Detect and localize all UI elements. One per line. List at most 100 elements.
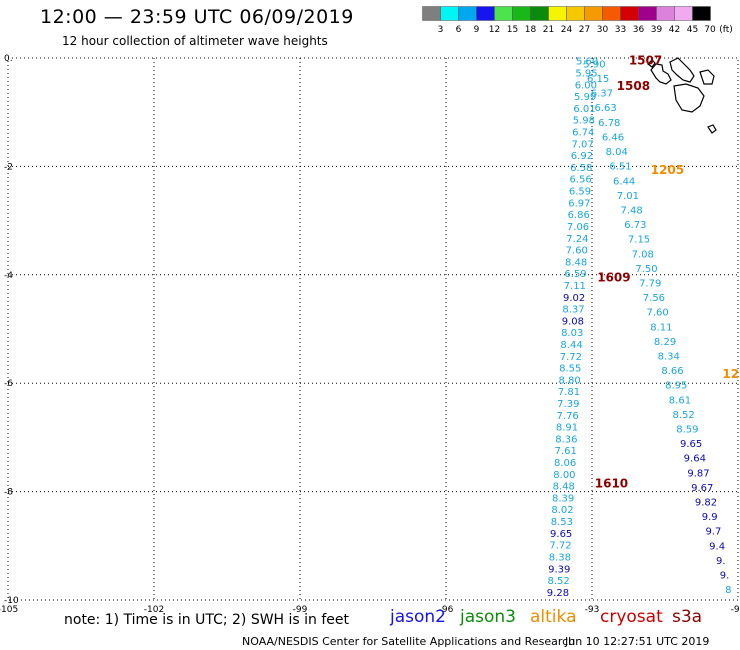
colorbar-tick-label: 15: [507, 25, 518, 35]
wave-height-point: 9.39: [548, 564, 570, 575]
wave-height-point: 7.08: [632, 249, 654, 260]
wave-height-point: 7.24: [566, 234, 588, 245]
wave-height-point: 6.15: [587, 74, 609, 85]
y-tick-label: -8: [4, 488, 13, 498]
wave-height-point: 8.37: [562, 305, 584, 316]
wave-height-point: 8.53: [551, 517, 573, 528]
wave-height-point: 8.38: [549, 552, 571, 563]
x-tick-label: -96: [439, 605, 454, 615]
footer-timestamp: Jun 10 12:27:51 UTC 2019: [565, 635, 710, 648]
colorbar-tick-label: 24: [561, 25, 573, 35]
island-outline: [699, 69, 715, 85]
wave-height-point: 7.56: [643, 293, 665, 304]
wave-height-point: 8.00: [553, 470, 575, 481]
wave-height-point: 6.01: [573, 104, 595, 115]
wave-height-point: 7.06: [567, 222, 589, 233]
wave-height-point: 8.11: [650, 322, 672, 333]
wave-height-point: 9.28: [547, 588, 569, 599]
time-annotation: 12: [722, 367, 739, 381]
time-annotation: 1610: [595, 476, 628, 490]
wave-height-point: 6.00: [575, 80, 597, 91]
colorbar-tick-label: 33: [615, 25, 626, 35]
wave-height-point: 8.06: [554, 458, 576, 469]
wave-height-point: 8.59: [676, 425, 698, 436]
colorbar-tick-label: 3: [438, 25, 444, 35]
island-outline: [673, 83, 705, 113]
wave-height-point: 7.81: [558, 387, 580, 398]
wave-height-point: 6.74: [572, 128, 594, 139]
wave-height-point: 9.08: [562, 316, 584, 327]
x-tick-label: -99: [293, 605, 308, 615]
wave-height-point: 9.67: [691, 483, 713, 494]
wave-height-point: 9.9: [702, 512, 718, 523]
island-outline: [669, 57, 695, 83]
colorbar-unit: (ft): [719, 25, 733, 35]
legend-altika: altika: [530, 607, 577, 627]
wave-height-point: 7.72: [560, 352, 582, 363]
wave-height-point: 9.64: [684, 454, 706, 465]
wave-height-point: 9.65: [680, 439, 702, 450]
wave-height-point: 9.: [716, 556, 726, 567]
wave-height-point: 8.39: [552, 493, 574, 504]
wave-height-point: 7.79: [639, 278, 661, 289]
colorbar-tick-label: 70: [704, 25, 716, 35]
wave-height-point: 9.: [720, 571, 730, 582]
colorbar-tick-label: 12: [489, 25, 500, 35]
wave-height-point: 8.66: [661, 366, 683, 377]
wave-height-point: 8.61: [669, 395, 691, 406]
time-annotation: 1205: [651, 163, 684, 177]
annotations: 1507 1508 1205 1609 12 1610: [595, 54, 739, 491]
wave-height-point: 8.48: [553, 482, 575, 493]
wave-height-point: 6.59: [569, 187, 591, 198]
wave-height-point: 6.37: [591, 89, 613, 100]
wave-height-point: 7.50: [635, 264, 657, 275]
footer-note: note: 1) Time is in UTC; 2) SWH is in fe…: [64, 612, 350, 628]
time-annotation: 1507: [629, 54, 662, 68]
wave-height-point: 9.65: [550, 529, 572, 540]
wave-height-point: 8.34: [658, 351, 680, 362]
wave-height-point: 5.98: [573, 116, 595, 127]
wave-height-point: 8.80: [558, 375, 580, 386]
wave-height-point: 9.7: [705, 527, 721, 538]
wave-height-point: 8: [725, 585, 731, 596]
y-tick-label: -10: [4, 596, 19, 606]
wave-height-point: 8.36: [555, 434, 577, 445]
wave-height-point: 6.58: [570, 163, 592, 174]
wave-height-point: 8.52: [547, 576, 569, 587]
x-tick-label: -102: [144, 605, 164, 615]
data-points: 5.605.956.005.996.015.986.747.076.926.58…: [547, 57, 732, 599]
colorbar-legend: 3 6 9 12 15 18 21 24 27 30 33 36 39 42 45 70 (ft): [422, 6, 733, 35]
y-tick-label: -2: [4, 162, 13, 172]
wave-height-point: 5.95: [575, 69, 597, 80]
island-outline: [647, 59, 656, 68]
legend-s3a: s3a: [672, 607, 703, 627]
colorbar-tick-label: 30: [597, 25, 609, 35]
wave-height-point: 8.91: [556, 423, 578, 434]
colorbar-tick-label: 36: [633, 25, 645, 35]
wave-height-point: 7.15: [628, 235, 650, 246]
colorbar-swatch: [692, 6, 711, 21]
chart-title: 12:00 — 23:59 UTC 06/09/2019: [40, 6, 354, 28]
coastline-map: [647, 57, 717, 134]
wave-height-point: 8.52: [673, 410, 695, 421]
wave-height-point: 6.63: [594, 103, 616, 114]
wave-height-point: 8.03: [561, 328, 583, 339]
wave-height-point: 9.87: [687, 468, 709, 479]
wave-height-point: 8.48: [565, 257, 587, 268]
wave-height-point: 7.11: [564, 281, 586, 292]
wave-height-point: 8.02: [551, 505, 573, 516]
y-tick-label: 0.: [4, 54, 13, 64]
wave-height-point: 5.60: [576, 57, 598, 68]
colorbar-tick-label: 39: [651, 25, 663, 35]
wave-height-point: 8.55: [559, 364, 581, 375]
y-tick-label: -4: [4, 271, 13, 281]
wave-height-point: 7.01: [617, 191, 639, 202]
wave-height-point: 7.60: [566, 246, 588, 257]
wave-height-point: 5.99: [574, 92, 596, 103]
time-annotation: 1508: [617, 79, 650, 93]
colorbar-tick-label: 45: [687, 25, 698, 35]
colorbar-tick-label: 6: [456, 25, 462, 35]
wave-height-point: 6.78: [598, 118, 620, 129]
wave-height-point: 9.82: [695, 498, 717, 509]
